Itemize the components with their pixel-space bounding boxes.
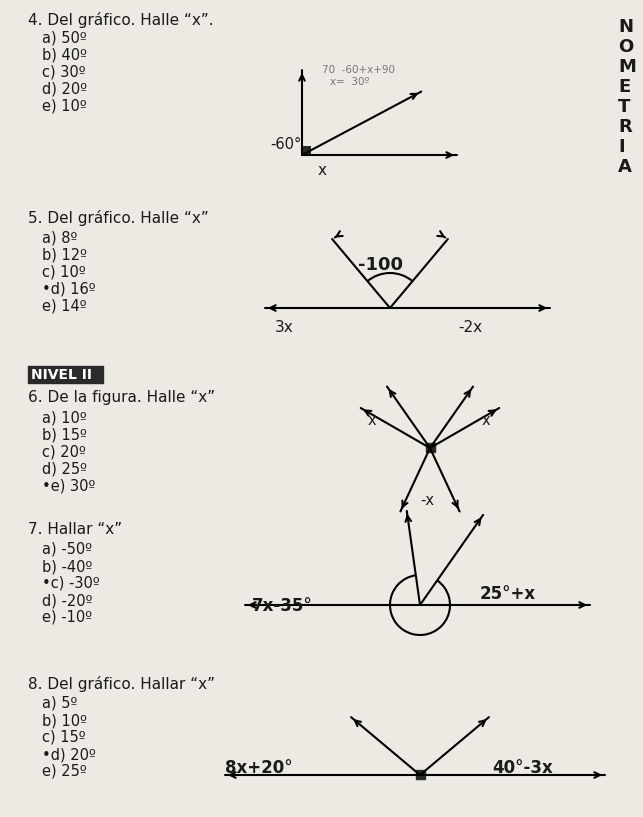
Text: b) 15º: b) 15º xyxy=(42,427,87,442)
Bar xyxy=(426,443,435,452)
Text: •d) 16º: •d) 16º xyxy=(42,281,96,296)
Text: c) 30º: c) 30º xyxy=(42,64,86,79)
Text: b) 12º: b) 12º xyxy=(42,247,87,262)
Text: 70  -60+x+90: 70 -60+x+90 xyxy=(322,65,395,75)
Text: -2x: -2x xyxy=(458,320,482,335)
Text: •d) 20º: •d) 20º xyxy=(42,747,96,762)
Text: •c) -30º: •c) -30º xyxy=(42,576,100,591)
Text: c) 20º: c) 20º xyxy=(42,444,86,459)
Text: e) 10º: e) 10º xyxy=(42,98,87,113)
Text: •e) 30º: •e) 30º xyxy=(42,478,95,493)
Text: A: A xyxy=(618,158,632,176)
Text: x=  30º: x= 30º xyxy=(330,77,369,87)
Bar xyxy=(416,770,425,779)
Text: N: N xyxy=(618,18,633,36)
Text: e) 25º: e) 25º xyxy=(42,764,87,779)
Text: a) 5º: a) 5º xyxy=(42,696,77,711)
Text: 8. Del gráfico. Hallar “x”: 8. Del gráfico. Hallar “x” xyxy=(28,676,215,692)
Text: d) -20º: d) -20º xyxy=(42,593,93,608)
Text: R: R xyxy=(618,118,632,136)
Text: a) -50º: a) -50º xyxy=(42,542,92,557)
Text: NIVEL II: NIVEL II xyxy=(31,368,92,382)
Text: b) -40º: b) -40º xyxy=(42,559,93,574)
Text: b) 40º: b) 40º xyxy=(42,47,87,62)
Text: d) 20º: d) 20º xyxy=(42,81,87,96)
Text: x: x xyxy=(482,413,491,428)
Text: 3x: 3x xyxy=(275,320,294,335)
Text: e) 14º: e) 14º xyxy=(42,298,87,313)
Text: a) 50º: a) 50º xyxy=(42,30,87,45)
Text: -60°: -60° xyxy=(270,137,302,152)
Text: 7. Hallar “x”: 7. Hallar “x” xyxy=(28,522,122,537)
Text: x: x xyxy=(318,163,327,178)
Text: O: O xyxy=(618,38,633,56)
Text: d) 25º: d) 25º xyxy=(42,461,87,476)
Text: 40°-3x: 40°-3x xyxy=(492,759,553,777)
Text: x: x xyxy=(368,413,377,428)
Text: b) 10º: b) 10º xyxy=(42,713,87,728)
Bar xyxy=(28,366,103,383)
Text: 5. Del gráfico. Halle “x”: 5. Del gráfico. Halle “x” xyxy=(28,210,209,226)
Text: M: M xyxy=(618,58,636,76)
Text: T: T xyxy=(618,98,630,116)
Text: e) -10º: e) -10º xyxy=(42,610,92,625)
Text: 25°+x: 25°+x xyxy=(480,585,536,603)
Text: I: I xyxy=(618,138,624,156)
Text: 4. Del gráfico. Halle “x”.: 4. Del gráfico. Halle “x”. xyxy=(28,12,213,28)
Text: -100: -100 xyxy=(358,256,403,274)
Text: 6. De la figura. Halle “x”: 6. De la figura. Halle “x” xyxy=(28,390,215,405)
Text: a) 10º: a) 10º xyxy=(42,410,87,425)
Text: 8x+20°: 8x+20° xyxy=(225,759,293,777)
Text: a) 8º: a) 8º xyxy=(42,230,77,245)
Text: 7x-35°: 7x-35° xyxy=(252,597,312,615)
Polygon shape xyxy=(302,146,311,155)
Text: c) 10º: c) 10º xyxy=(42,264,86,279)
Text: E: E xyxy=(618,78,630,96)
Text: c) 15º: c) 15º xyxy=(42,730,86,745)
Text: -x: -x xyxy=(420,493,434,508)
